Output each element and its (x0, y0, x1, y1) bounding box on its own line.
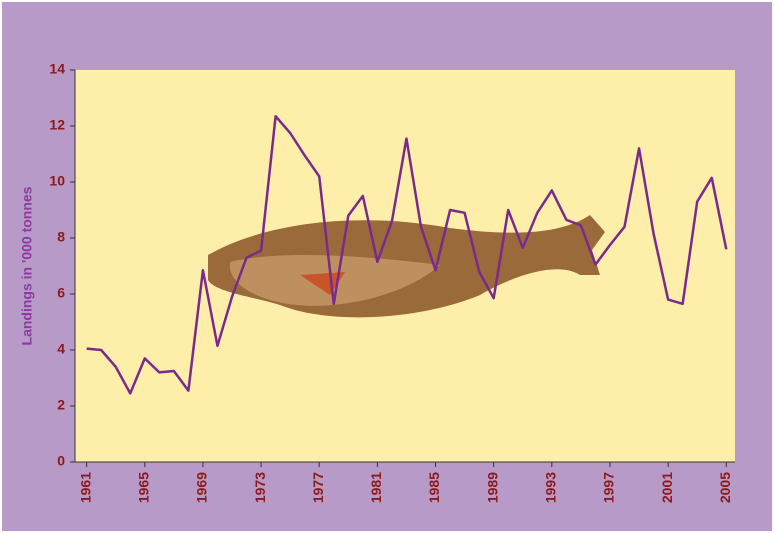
fish-fin (300, 272, 345, 295)
fish-illustration (208, 215, 605, 318)
y-tick-label: 0 (57, 453, 65, 469)
y-tick-label: 12 (49, 117, 65, 133)
y-tick-label: 6 (57, 285, 65, 301)
y-tick-label: 2 (57, 397, 65, 413)
y-tick-label: 14 (49, 61, 65, 77)
x-tick-label: 1985 (426, 472, 442, 503)
x-tick-label: 1997 (601, 472, 617, 503)
x-tick-label: 1981 (368, 472, 384, 503)
y-axis-label: Landings in '000 tonnes (19, 186, 35, 345)
x-tick-label: 1965 (135, 472, 151, 503)
x-tick-label: 1973 (252, 472, 268, 503)
x-tick-label: 2001 (659, 472, 675, 503)
x-tick-label: 1993 (543, 472, 559, 503)
x-tick-label: 1961 (77, 472, 93, 503)
x-tick-label: 1989 (484, 472, 500, 503)
y-tick-label: 4 (57, 341, 65, 357)
line-series (86, 114, 728, 395)
y-tick-label: 8 (57, 229, 65, 245)
x-tick-label: 1977 (310, 472, 326, 503)
x-tick-label: 2005 (717, 472, 733, 503)
x-tick-label: 1969 (194, 472, 210, 503)
y-tick-label: 10 (49, 173, 65, 189)
